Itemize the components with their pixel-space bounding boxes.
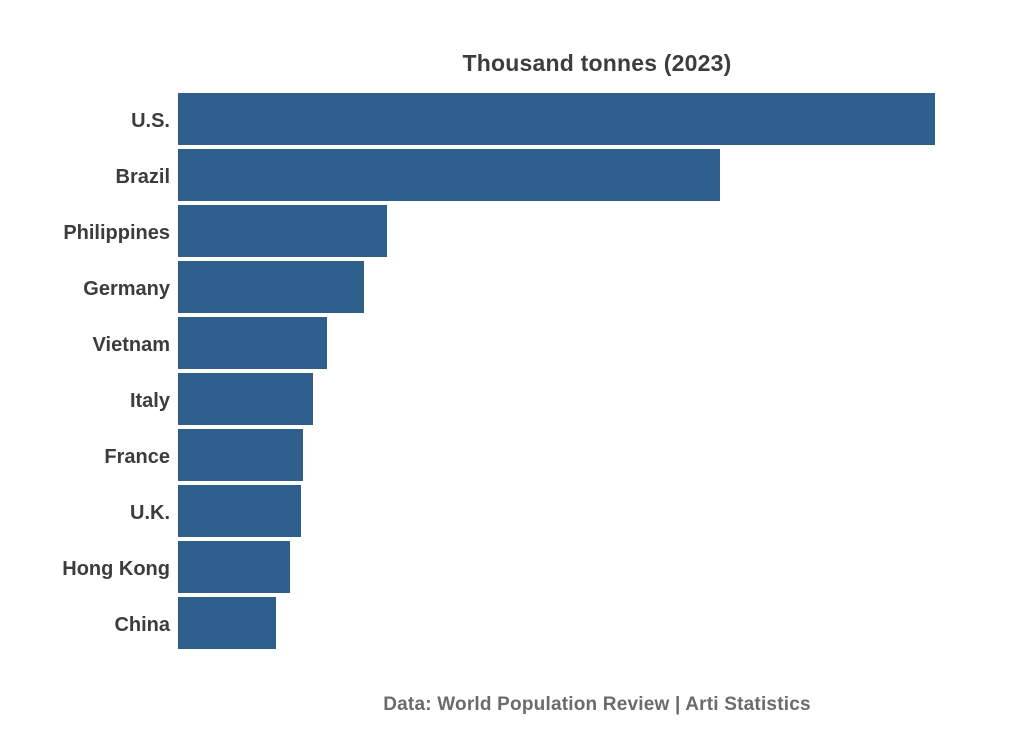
country-label: Germany bbox=[83, 277, 170, 300]
bar bbox=[178, 429, 303, 481]
bar-row: U.S. bbox=[0, 93, 1024, 149]
plot-area: U.S. Brazil Philippines Germany Vietnam bbox=[0, 93, 1024, 653]
bar bbox=[178, 317, 328, 369]
country-label: Brazil bbox=[115, 165, 170, 188]
country-label: U.K. bbox=[130, 501, 170, 524]
bar-row: France bbox=[0, 429, 1024, 485]
source-note: Data: World Population Review | Arti Sta… bbox=[383, 694, 811, 715]
country-label: Philippines bbox=[63, 221, 170, 244]
bar bbox=[178, 205, 387, 257]
bar-row: Brazil bbox=[0, 149, 1024, 205]
bar-row: Philippines bbox=[0, 205, 1024, 261]
bar bbox=[178, 597, 276, 649]
bar bbox=[178, 261, 365, 313]
country-label: Hong Kong bbox=[62, 557, 170, 580]
country-label: China bbox=[114, 613, 170, 636]
chart-title: Thousand tonnes (2023) bbox=[462, 50, 732, 76]
bar bbox=[178, 149, 720, 201]
bar bbox=[178, 485, 301, 537]
bar bbox=[178, 373, 313, 425]
bar-row: Hong Kong bbox=[0, 541, 1024, 597]
bar-row: China bbox=[0, 597, 1024, 653]
bar-row: Germany bbox=[0, 261, 1024, 317]
country-label: Italy bbox=[129, 389, 170, 412]
bar-row: U.K. bbox=[0, 485, 1024, 541]
country-label: France bbox=[104, 445, 170, 468]
bar bbox=[178, 541, 291, 593]
bar bbox=[178, 93, 935, 145]
bar-row: Italy bbox=[0, 373, 1024, 429]
bar-row: Vietnam bbox=[0, 317, 1024, 373]
country-label: U.S. bbox=[131, 109, 170, 132]
country-label: Vietnam bbox=[92, 333, 170, 356]
